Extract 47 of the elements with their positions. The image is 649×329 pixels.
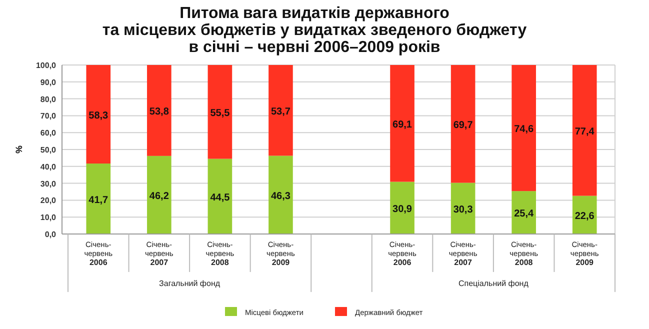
- y-tick-label: 20,0: [40, 196, 57, 206]
- y-tick-label: 80,0: [40, 94, 57, 104]
- data-label: 30,9: [392, 204, 412, 215]
- data-label: 69,1: [392, 119, 412, 130]
- data-label: 22,6: [574, 210, 595, 222]
- data-label: 55,5: [210, 108, 230, 119]
- data-label: 46,2: [149, 190, 170, 202]
- bar: [86, 164, 111, 234]
- data-label: 53,8: [149, 106, 170, 118]
- y-tick-label: 100,0: [36, 61, 57, 70]
- bar: [208, 158, 232, 234]
- data-label: 46,3: [270, 190, 291, 202]
- y-tick-label: 40,0: [40, 162, 57, 172]
- bar: [390, 65, 414, 182]
- y-tick-label: 10,0: [40, 213, 57, 222]
- bar: [147, 65, 172, 156]
- text: Загальний фонд: [159, 279, 220, 288]
- bar: [572, 196, 597, 234]
- y-tick-label: 30,0: [40, 179, 57, 188]
- bar: [450, 65, 476, 183]
- bar: [572, 65, 597, 196]
- text: Спеціальний фонд: [458, 279, 529, 288]
- data-label: 53,7: [270, 106, 291, 118]
- bar: [512, 65, 536, 192]
- bar: [268, 156, 293, 234]
- bar: [268, 65, 293, 156]
- data-label: 77,4: [574, 126, 595, 138]
- bar: [450, 182, 476, 234]
- data-label: 25,4: [514, 208, 534, 220]
- bar: [86, 65, 111, 164]
- data-label: 58,3: [88, 110, 109, 122]
- y-tick-label: 60,0: [40, 128, 57, 138]
- data-label: 30,3: [453, 204, 474, 216]
- bar: [147, 156, 172, 234]
- data-label: 41,7: [88, 194, 109, 206]
- y-axis-title: %: [14, 145, 24, 154]
- chart-title: Питома вага видатків державного та місцевих бюджетів у видатках зведеного бюджету в січні – червні 2006–2009 років: [102, 5, 527, 56]
- y-tick-label: 90,0: [40, 78, 57, 87]
- data-label: 74,6: [514, 124, 534, 136]
- y-tick-label: 70,0: [40, 112, 57, 121]
- y-tick-label: 0,0: [44, 230, 57, 239]
- data-label: 69,7: [453, 120, 474, 131]
- bar: [390, 182, 414, 234]
- bar: [208, 65, 232, 159]
- data-label: 44,5: [210, 192, 230, 204]
- bar: [512, 191, 536, 234]
- y-tick-label: 50,0: [40, 146, 57, 154]
